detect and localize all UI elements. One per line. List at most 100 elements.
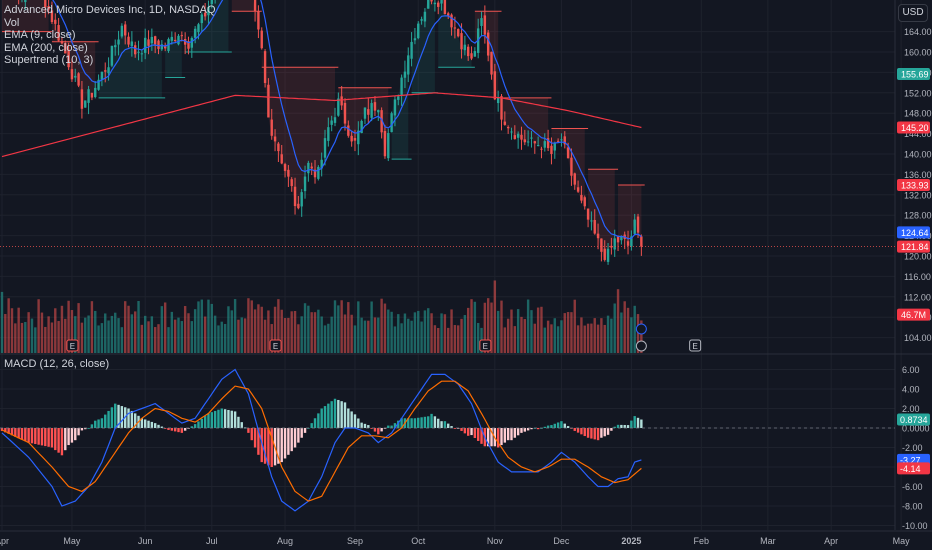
candle-body xyxy=(57,25,60,41)
volume-bar xyxy=(104,313,107,353)
price-label-bg xyxy=(897,121,930,134)
candle-body xyxy=(313,169,317,178)
volume-bar xyxy=(150,316,154,353)
volume-bar xyxy=(124,301,127,353)
volume-bar xyxy=(533,323,536,353)
candle-body xyxy=(140,53,144,55)
macd-histogram-bar xyxy=(277,428,280,464)
macd-histogram-bar xyxy=(476,428,480,441)
macd-histogram-bar xyxy=(437,418,440,428)
macd-histogram-bar xyxy=(77,428,80,436)
candle-body xyxy=(67,49,70,68)
volume-bar xyxy=(44,326,47,353)
candle-body xyxy=(483,15,487,35)
volume-bar xyxy=(34,327,37,353)
candle-body xyxy=(253,0,257,12)
macd-histogram-bar xyxy=(287,428,290,455)
candle-body xyxy=(320,159,323,169)
candle-body xyxy=(90,92,94,98)
macd-histogram-bar xyxy=(30,428,34,444)
candle-body xyxy=(616,236,620,243)
earnings-mark: E xyxy=(269,339,282,352)
time-tick-label: Aug xyxy=(277,536,293,546)
price-tick-label: 120.00 xyxy=(904,252,932,262)
volume-bar xyxy=(167,327,170,353)
candle-body xyxy=(563,136,566,145)
price-tick-label: 112.00 xyxy=(904,292,931,302)
volume-bar xyxy=(590,323,593,353)
volume-bar xyxy=(263,319,267,353)
volume-bar xyxy=(240,317,243,353)
candle-body xyxy=(360,120,363,134)
macd-label-text: -3.27 xyxy=(900,455,921,465)
macd-histogram-bar xyxy=(390,425,393,428)
volume-bar xyxy=(257,304,260,353)
volume-bar xyxy=(353,325,357,353)
macd-histogram-bar xyxy=(490,428,493,447)
volume-bar xyxy=(283,317,287,353)
macd-histogram-bar xyxy=(80,428,84,431)
macd-histogram-bar xyxy=(220,408,223,428)
currency-button[interactable]: USD xyxy=(898,4,928,22)
volume-bar xyxy=(260,306,263,353)
volume-bar xyxy=(220,321,223,353)
candle-body xyxy=(100,71,104,80)
macd-histogram-bar xyxy=(407,418,410,428)
candle-body xyxy=(347,125,350,136)
candle-body xyxy=(333,117,337,123)
macd-histogram-bar xyxy=(100,418,104,428)
macd-histogram-bar xyxy=(353,414,357,428)
earnings-badge xyxy=(66,339,79,352)
price-tick-label: 136.00 xyxy=(904,170,932,180)
macd-histogram-bar xyxy=(586,428,590,438)
candle-body xyxy=(127,36,130,45)
volume-bar xyxy=(430,313,433,353)
macd-histogram-bar xyxy=(566,426,570,428)
volume-bar xyxy=(400,323,403,353)
volume-bar xyxy=(127,305,130,353)
candle-body xyxy=(470,53,473,59)
volume-bar xyxy=(407,318,410,353)
macd-histogram-bar xyxy=(583,428,586,437)
macd-histogram-bar xyxy=(47,428,50,447)
candle-body xyxy=(447,13,450,17)
candle-body xyxy=(610,245,613,248)
macd-histogram-bar xyxy=(210,412,213,428)
macd-label-histogram: 0.8734 xyxy=(897,413,930,426)
candle-body xyxy=(340,96,343,106)
volume-bar xyxy=(570,312,573,353)
macd-histogram-bar xyxy=(54,428,57,451)
volume-bar xyxy=(273,306,277,353)
macd-histogram-bar xyxy=(127,408,130,428)
macd-histogram-bar xyxy=(203,416,207,428)
candle-body xyxy=(393,99,397,116)
macd-histogram-bar xyxy=(134,413,137,428)
macd-histogram-bar xyxy=(150,421,154,428)
volume-bar xyxy=(363,320,367,353)
earnings-badge xyxy=(689,339,702,352)
macd-histogram-bar xyxy=(427,416,430,428)
candle-body xyxy=(207,7,210,16)
candle-body xyxy=(580,195,583,201)
volume-bar xyxy=(287,317,290,353)
legend-ema9: EMA (9, close) xyxy=(4,29,76,41)
earnings-mark: E xyxy=(66,339,79,352)
volume-bar xyxy=(636,314,640,353)
macd-histogram-bar xyxy=(590,428,593,439)
candle-body xyxy=(377,110,380,113)
volume-bar xyxy=(360,317,363,353)
macd-histogram-bar xyxy=(463,428,467,434)
price-label-ema200: 145.20 xyxy=(897,121,930,134)
volume-bar xyxy=(114,312,117,353)
candle-body xyxy=(330,120,333,125)
candle-body xyxy=(147,39,150,46)
macd-histogram-bar xyxy=(147,420,150,428)
macd-tick-label: 2.00 xyxy=(902,404,920,414)
macd-histogram-bar xyxy=(223,409,227,428)
volume-bar xyxy=(550,324,553,353)
volume-bar xyxy=(303,303,307,353)
volume-bar xyxy=(110,315,114,353)
volume-bar xyxy=(490,302,493,353)
macd-line xyxy=(1,368,642,512)
